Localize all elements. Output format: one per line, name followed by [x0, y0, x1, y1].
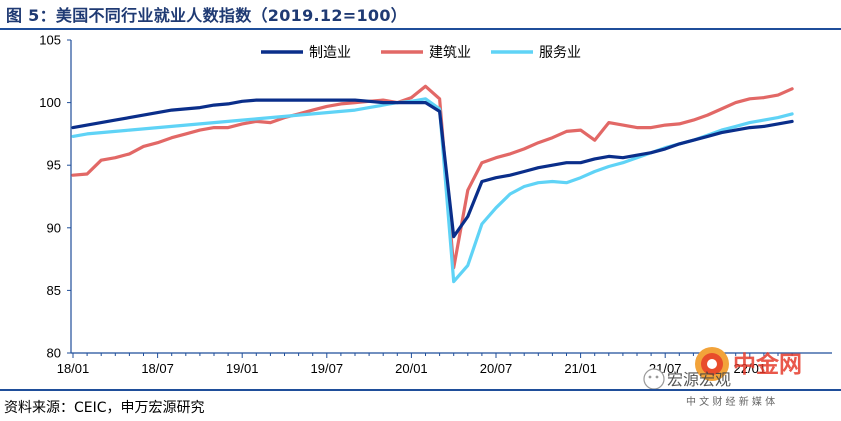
- chart-axes: 80 85 90 95 100 105 18/01 18/07 19/01 19/07 20/01 2…: [39, 33, 832, 376]
- wechat-icon: [643, 368, 665, 390]
- title-divider: [0, 28, 841, 30]
- x-tick-label: 22/01: [734, 361, 767, 376]
- legend-label-construction: 建筑业: [429, 45, 471, 61]
- x-tick-label: 20/01: [395, 361, 428, 376]
- x-tick-label: 21/01: [564, 361, 597, 376]
- series-lines: [71, 84, 794, 284]
- footer-divider: [0, 389, 841, 391]
- series-line-services: [71, 97, 794, 284]
- chart-title: 图 5：美国不同行业就业人数指数（2019.12=100）: [6, 6, 408, 25]
- legend-label-manufacturing: 制造业: [309, 45, 351, 61]
- source-note: 资料来源：CEIC，申万宏源研究: [4, 400, 205, 416]
- x-tick-label: 19/07: [311, 361, 344, 376]
- brand-logo-core-icon: [707, 359, 717, 369]
- y-tick-label: 100: [39, 95, 61, 110]
- watermark: 中金网 宏源宏观 中 文 财 经 新 媒 体: [643, 347, 802, 408]
- series-line-construction: [71, 84, 794, 270]
- y-tick-label: 85: [47, 283, 61, 298]
- x-tick-label: 18/01: [57, 361, 90, 376]
- x-tick-label: 20/07: [480, 361, 513, 376]
- y-tick-label: 95: [47, 158, 61, 173]
- legend-label-services: 服务业: [539, 45, 581, 61]
- wechat-icon-eye-right: [655, 375, 659, 379]
- y-tick-label: 105: [39, 33, 61, 48]
- x-tick-label: 18/07: [141, 361, 174, 376]
- y-tick-label: 80: [47, 346, 61, 361]
- watermark-brand: 中金网: [733, 351, 802, 378]
- chart-legend: 制造业 建筑业 服务业: [261, 45, 581, 61]
- watermark-tagline: 中 文 财 经 新 媒 体: [686, 395, 775, 408]
- watermark-handle: 宏源宏观: [667, 370, 731, 389]
- series-line-manufacturing: [71, 98, 794, 239]
- wechat-icon-eye-left: [648, 375, 652, 379]
- y-tick-label: 90: [47, 220, 61, 235]
- x-tick-label: 19/01: [226, 361, 259, 376]
